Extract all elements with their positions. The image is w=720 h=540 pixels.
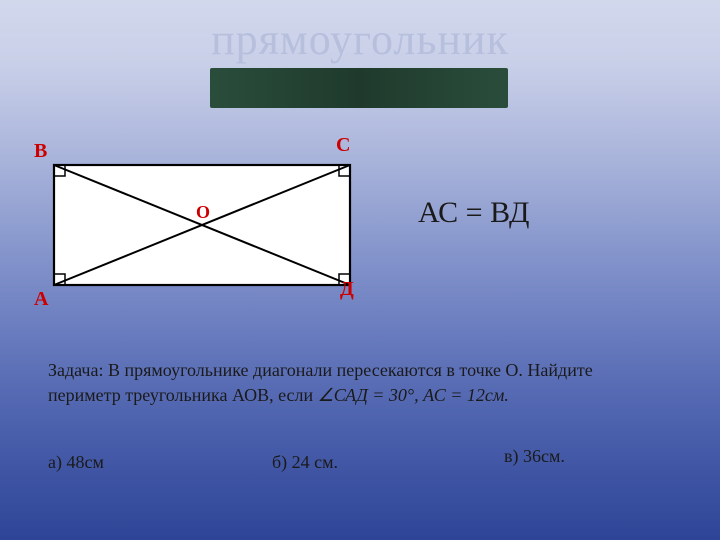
label-b: В [34, 140, 47, 163]
answer-a[interactable]: а) 48см [48, 452, 104, 473]
diagonal-equation: АС = ВД [418, 196, 529, 230]
title-ghost: прямоугольник [0, 14, 720, 65]
label-c: С [336, 134, 350, 157]
label-d: Д [340, 278, 354, 301]
problem-text: Задача: В прямоугольнике диагонали перес… [48, 358, 688, 408]
problem-line1: Задача: В прямоугольнике диагонали перес… [48, 360, 593, 380]
rectangle-diagram [42, 155, 362, 295]
title-image-bar [210, 68, 508, 108]
answer-c[interactable]: в) 36см. [504, 446, 565, 467]
problem-formula-ac: АС = 12см. [423, 385, 509, 405]
problem-line2-prefix: периметр треугольника АОВ, если [48, 385, 318, 405]
answer-b[interactable]: б) 24 см. [272, 452, 338, 473]
label-a: А [34, 288, 48, 311]
problem-formula-angle: ∠САД = 30°, [318, 385, 419, 405]
label-o: О [196, 202, 210, 223]
